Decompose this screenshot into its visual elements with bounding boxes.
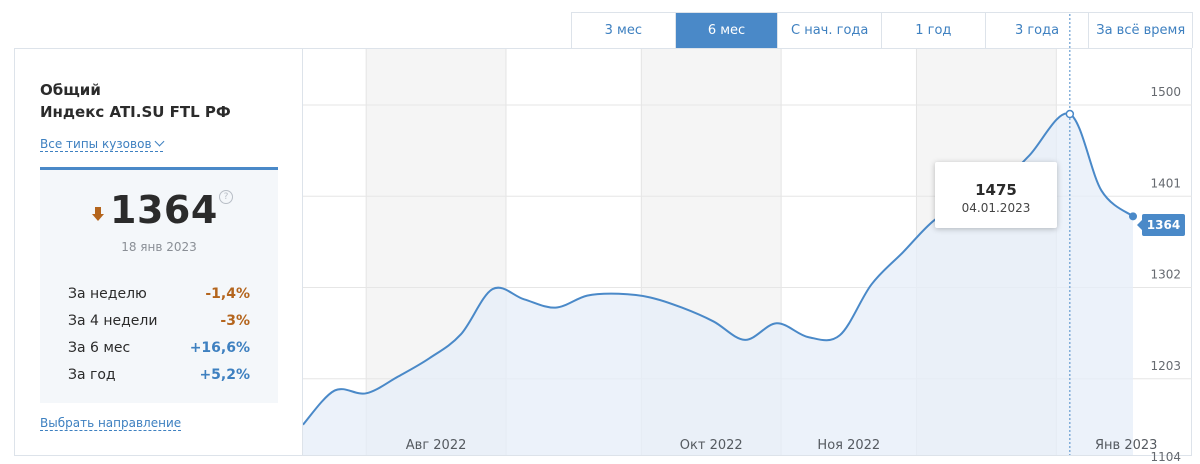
stat-row: За 4 недели -3%	[68, 313, 250, 329]
choose-direction-link[interactable]: Выбрать направление	[40, 416, 182, 431]
y-tick-label: 1401	[1150, 176, 1181, 190]
index-title: Индекс ATI.SU FTL РФ	[40, 103, 231, 121]
stat-row: За 6 мес +16,6%	[68, 340, 250, 356]
tooltip-date: 04.01.2023	[961, 201, 1031, 215]
tooltip-value: 1475	[975, 181, 1017, 199]
stat-value: +16,6%	[189, 340, 250, 356]
stat-value: -3%	[220, 313, 250, 329]
tab-period-2[interactable]: С нач. года	[778, 13, 883, 48]
stat-row: За неделю -1,4%	[68, 286, 250, 302]
body-type-dropdown[interactable]: Все типы кузовов	[40, 136, 164, 152]
period-tabs: 3 мес 6 мес С нач. года 1 год 3 года За всё в…	[571, 12, 1193, 48]
y-tick-label: 1203	[1150, 359, 1181, 373]
chart-tooltip: 1475 04.01.2023	[935, 162, 1057, 228]
y-tick-label: 1302	[1150, 268, 1181, 282]
x-tick-label: Окт 2022	[680, 438, 743, 453]
tab-period-5[interactable]: За всё время	[1096, 23, 1186, 38]
tab-period-3[interactable]: 1 год	[882, 13, 986, 48]
tab-period-1[interactable]: 6 мес	[675, 13, 779, 48]
last-point	[1129, 212, 1137, 221]
series-area	[303, 113, 1133, 456]
stat-label: За год	[68, 367, 116, 383]
current-index-value: 1364	[110, 188, 218, 232]
x-tick-label: Янв 2023	[1095, 438, 1157, 453]
stat-value: -1,4%	[205, 286, 250, 302]
x-tick-label: Ноя 2022	[817, 438, 880, 453]
tab-period-0[interactable]: 3 мес	[572, 13, 676, 48]
hover-point	[1065, 109, 1075, 119]
stat-label: За 4 недели	[68, 313, 158, 329]
index-panel: Общий Индекс ATI.SU FTL РФ Все типы кузо…	[14, 48, 303, 456]
last-value-badge: 1364	[1137, 214, 1185, 236]
stat-value: +5,2%	[199, 367, 250, 383]
chevron-down-icon	[154, 136, 164, 147]
body-type-label: Все типы кузовов	[40, 137, 152, 151]
stat-label: За 6 мес	[68, 340, 131, 356]
index-summary-card: 1364 ? 18 янв 2023 За неделю -1,4% За 4 не…	[40, 167, 278, 403]
index-category: Общий	[40, 81, 101, 99]
y-tick-label: 1104	[1150, 450, 1181, 464]
stat-row: За год +5,2%	[68, 367, 250, 383]
y-tick-label: 1500	[1150, 85, 1181, 99]
x-tick-label: Авг 2022	[406, 438, 467, 453]
tab-period-4[interactable]: 3 года	[986, 13, 1090, 48]
stat-label: За неделю	[68, 286, 147, 302]
arrow-down-icon	[92, 207, 104, 221]
help-icon[interactable]: ?	[219, 190, 233, 204]
current-index-date: 18 янв 2023	[121, 240, 197, 254]
